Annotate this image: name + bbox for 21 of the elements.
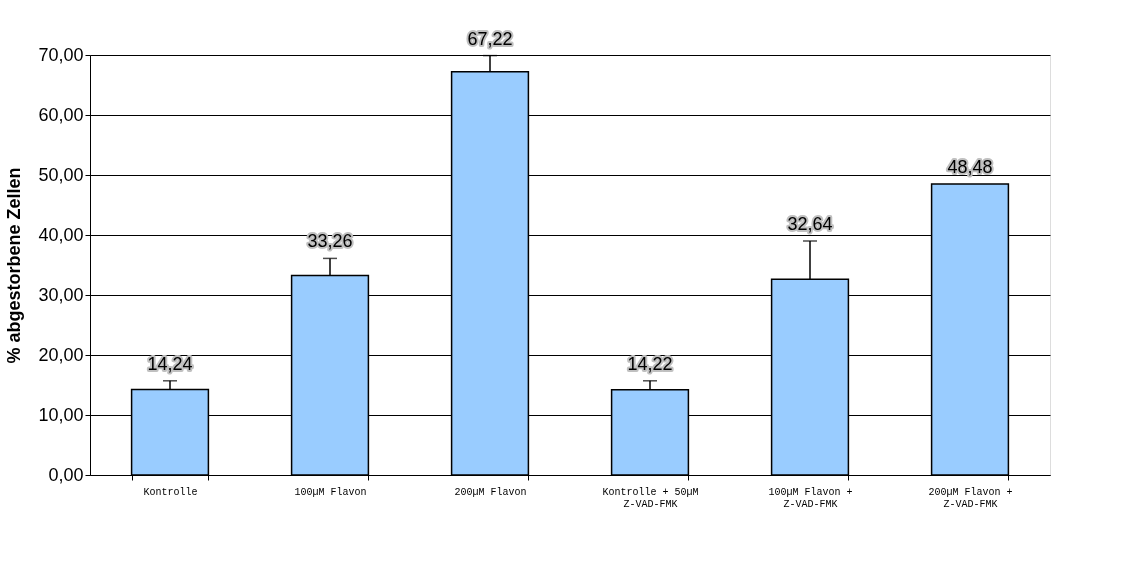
data-label: 67,22 — [467, 28, 513, 49]
y-tick-label: 0,00 — [48, 464, 84, 485]
x-tick-label: Kontrolle — [143, 486, 198, 498]
data-label: 14,24 — [147, 353, 193, 374]
x-tick-label: 100µM Flavon — [294, 486, 367, 498]
data-label: 48,48 — [947, 157, 993, 178]
y-tick-label: 60,00 — [38, 104, 84, 125]
data-label: 33,26 — [307, 231, 353, 252]
y-tick-label: 50,00 — [38, 164, 84, 185]
data-label: 32,64 — [787, 214, 833, 234]
y-tick-label: 40,00 — [38, 224, 84, 245]
y-tick-label: 10,00 — [38, 404, 84, 425]
y-tick-label: 30,00 — [38, 284, 84, 305]
y-tick-label: 70,00 — [38, 44, 84, 65]
y-tick-label: 20,00 — [38, 344, 84, 365]
x-tick-label: Kontrolle + 50µM Z-VAD-FMK — [602, 486, 699, 510]
data-label: 14,22 — [627, 353, 673, 374]
y-axis-title: % abgestorbene Zellen — [4, 167, 25, 364]
x-tick-label: 200µM Flavon + Z-VAD-FMK — [928, 486, 1013, 510]
x-tick-label: 200µM Flavon — [454, 486, 527, 498]
x-tick-label: 100µM Flavon + Z-VAD-FMK — [768, 486, 853, 510]
